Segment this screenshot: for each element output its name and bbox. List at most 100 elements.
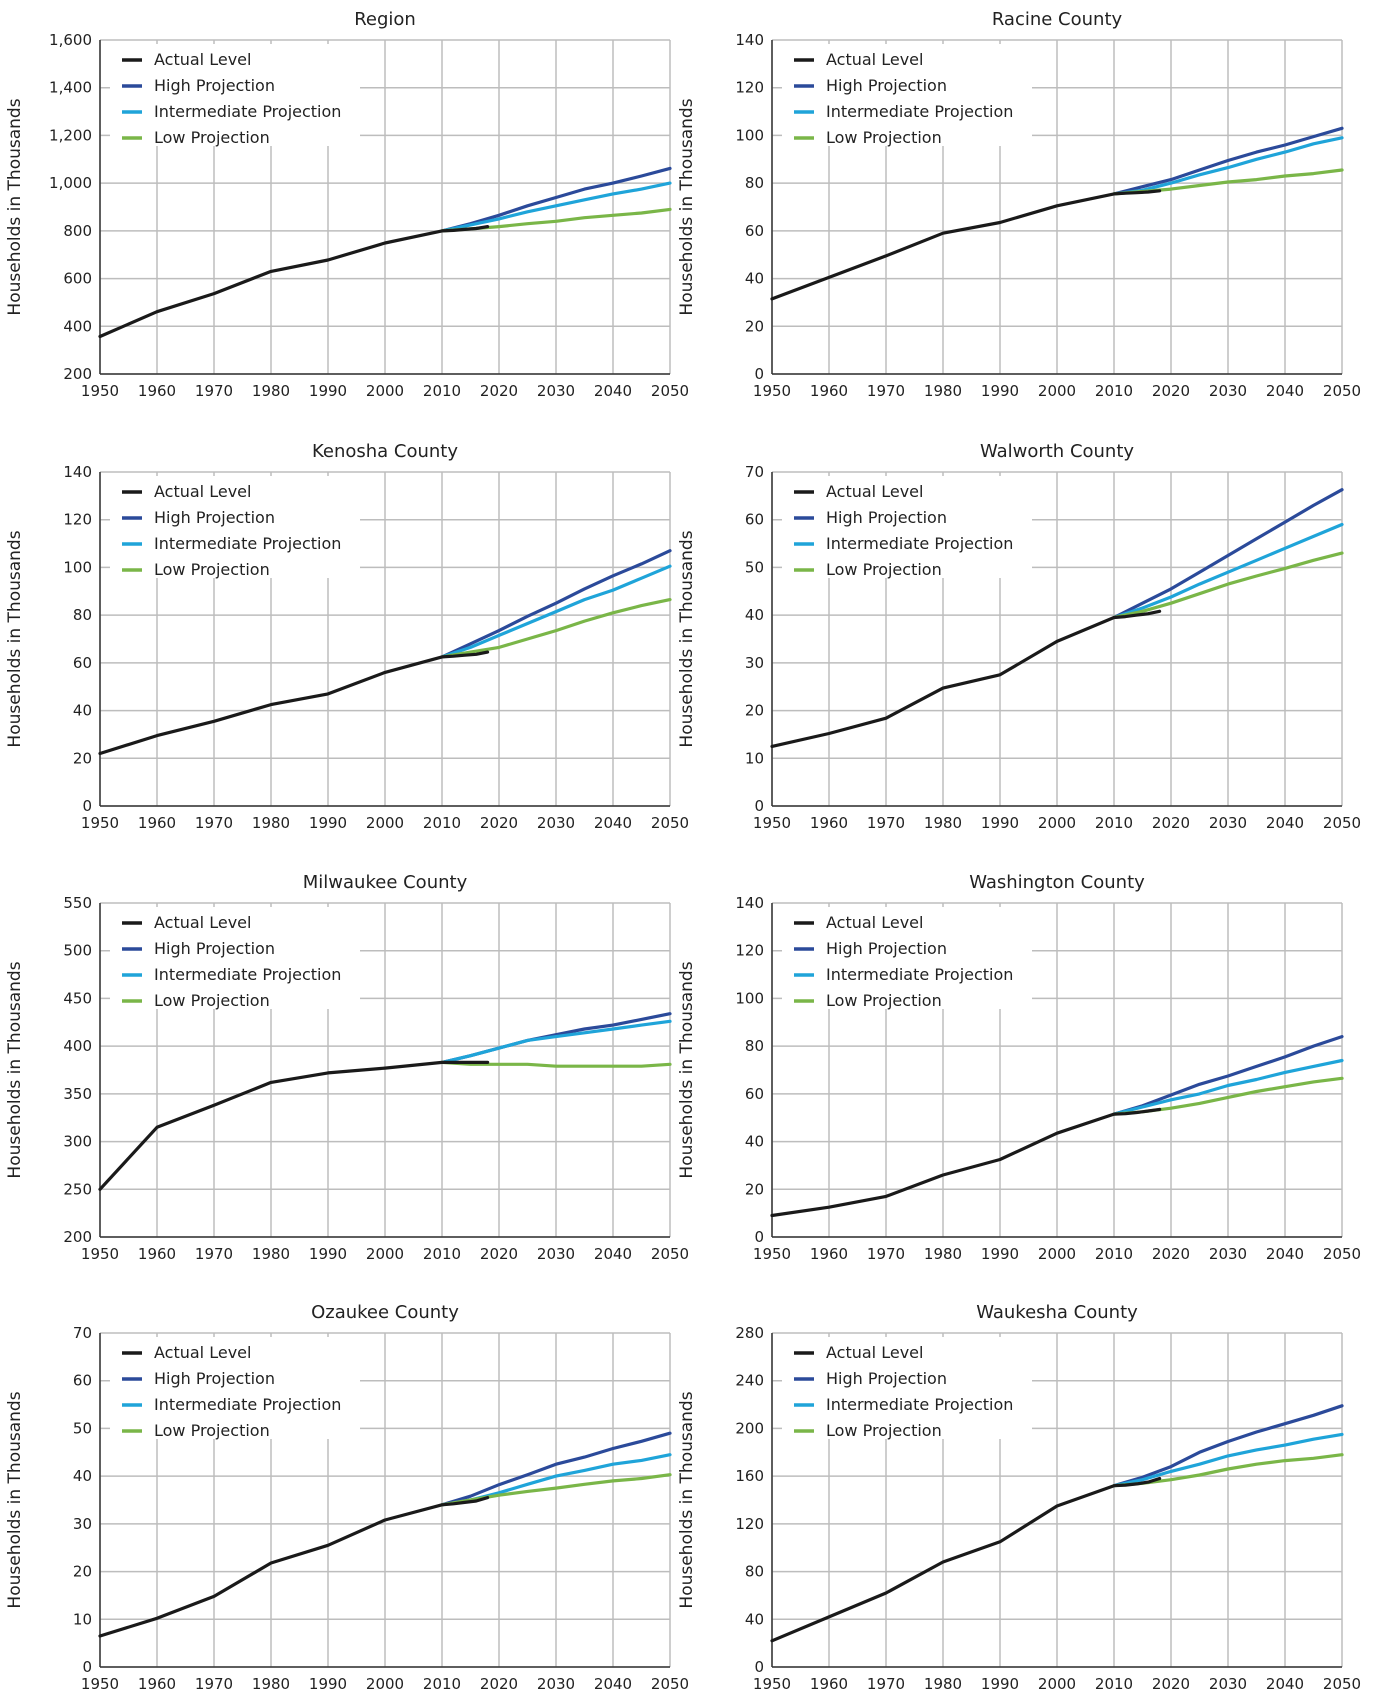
series-line [98,1495,490,1638]
chart-panel: 1950 1960 1970 1980 1990 2000 2010 2020 2030 2040… [5,441,689,832]
x-tick-label: 2030 [537,1675,575,1693]
y-tick-label: 40 [745,606,764,624]
y-tick-label: 40 [73,1467,92,1485]
y-tick-label: 1,400 [49,79,92,97]
x-tick-label: 1980 [924,382,962,400]
legend: Actual Level High Projection Intermediate … [110,907,360,1010]
x-tick-label: 2020 [1152,1675,1190,1693]
x-tick-label: 2050 [651,814,689,832]
y-axis-label: Households in Thousands [5,530,25,747]
chart-panel: 1950 1960 1970 1980 1990 2000 2010 2020 2030 2040… [677,441,1361,832]
x-tick-label: 2030 [537,814,575,832]
x-tick-label: 1950 [753,382,791,400]
legend-label: Intermediate Projection [826,965,1013,984]
x-tick-label: 2050 [1323,1675,1361,1693]
x-tick-label: 1960 [810,1245,848,1263]
legend-label: Low Projection [154,128,270,147]
y-tick-label: 240 [735,1372,764,1390]
x-tick-label: 1970 [195,814,233,832]
y-tick-label: 400 [63,1037,92,1055]
x-tick-label: 2020 [1152,1245,1190,1263]
chart-title: Waukesha County [976,1302,1138,1323]
x-tick-label: 2000 [366,1675,404,1693]
y-tick-label: 500 [63,942,92,960]
x-tick-label: 2040 [1266,382,1304,400]
series-line [98,225,490,339]
legend-label: Actual Level [826,482,923,501]
y-axis-label: Households in Thousands [677,1391,697,1608]
legend-background [782,44,1032,146]
y-tick-label: 20 [745,1180,764,1198]
legend-label: High Projection [826,76,947,95]
x-tick-label: 1950 [753,1245,791,1263]
y-tick-label: 1,200 [49,126,92,144]
x-tick-label: 2020 [480,814,518,832]
legend-label: Intermediate Projection [154,1395,341,1414]
series-line [770,1476,1162,1643]
legend: Actual Level High Projection Intermediate … [782,44,1032,147]
x-tick-label: 1990 [981,1245,1019,1263]
y-tick-label: 0 [754,1658,764,1676]
x-tick-label: 1970 [867,1245,905,1263]
x-tick-label: 2000 [1038,382,1076,400]
y-tick-label: 140 [735,894,764,912]
x-tick-label: 1980 [252,1675,290,1693]
y-axis-label: Households in Thousands [5,98,25,315]
legend-label: Intermediate Projection [826,1395,1013,1414]
y-tick-label: 120 [735,942,764,960]
y-tick-label: 80 [745,174,764,192]
chart-panel: 1950 1960 1970 1980 1990 2000 2010 2020 2030 2040… [677,1302,1361,1693]
x-tick-label: 2030 [537,382,575,400]
legend-label: High Projection [154,939,275,958]
chart-title: Kenosha County [312,441,458,462]
x-tick-label: 1960 [138,382,176,400]
series-line [98,1060,490,1191]
legend-label: Low Projection [154,560,270,579]
legend-background [110,476,360,578]
legend: Actual Level High Projection Intermediate … [110,1337,360,1440]
y-tick-label: 60 [745,1085,764,1103]
x-tick-label: 2050 [651,382,689,400]
legend-background [110,907,360,1009]
series-line [1112,1034,1344,1116]
x-tick-label: 1960 [810,1675,848,1693]
y-tick-label: 40 [73,702,92,720]
legend: Actual Level High Projection Intermediate … [782,1337,1032,1440]
series-line [440,549,672,659]
y-tick-label: 0 [82,1658,92,1676]
legend-label: Actual Level [154,50,251,69]
y-tick-label: 10 [73,1610,92,1628]
legend-background [782,1337,1032,1439]
x-tick-label: 1990 [309,814,347,832]
series-line [440,597,672,659]
y-tick-label: 60 [73,654,92,672]
series-line [440,1060,672,1068]
series-line [770,1107,1162,1218]
y-tick-label: 10 [745,749,764,767]
y-tick-label: 30 [745,654,764,672]
y-tick-label: 160 [735,1467,764,1485]
x-tick-label: 2040 [1266,1245,1304,1263]
y-tick-label: 140 [735,31,764,49]
x-tick-label: 2010 [423,1245,461,1263]
x-tick-label: 2000 [1038,1675,1076,1693]
y-axis-label: Households in Thousands [5,961,25,1178]
chart-panel: 1950 1960 1970 1980 1990 2000 2010 2020 2030 2040… [5,872,689,1263]
x-tick-label: 2010 [1095,1675,1133,1693]
series-line [440,1019,672,1065]
y-tick-label: 60 [73,1372,92,1390]
legend-label: Actual Level [154,1343,251,1362]
series-line [1112,551,1344,620]
y-tick-label: 550 [63,894,92,912]
legend-label: Actual Level [826,913,923,932]
x-tick-label: 2030 [1209,1245,1247,1263]
y-tick-label: 0 [754,365,764,383]
y-tick-label: 50 [73,1419,92,1437]
chart-title: Washington County [969,872,1145,893]
legend-label: Low Projection [826,991,942,1010]
y-tick-label: 100 [735,126,764,144]
x-tick-label: 1960 [810,814,848,832]
x-tick-label: 1980 [252,814,290,832]
legend-label: Actual Level [154,913,251,932]
